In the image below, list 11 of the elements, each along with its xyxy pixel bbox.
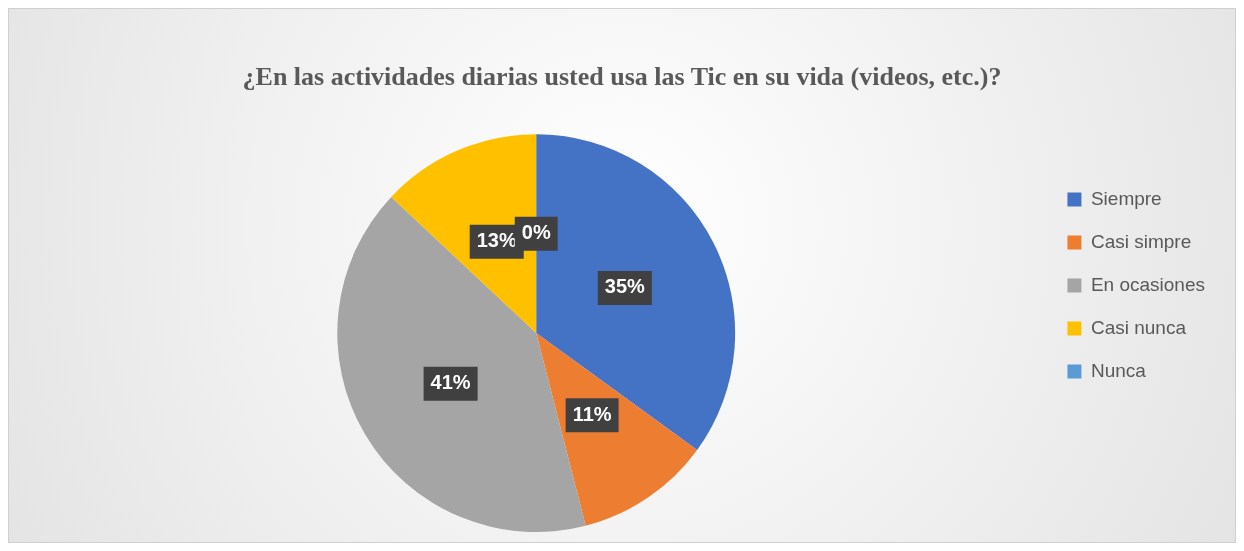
legend-label: Nunca — [1090, 359, 1147, 381]
legend-label: Casi nunca — [1090, 316, 1187, 338]
legend-label: En ocasiones — [1090, 273, 1205, 295]
legend-label: Siempre — [1090, 187, 1162, 209]
chart-title: ¿En las actividades diarias usted usa las Tic en su vida (videos, etc.)? — [242, 62, 1002, 92]
data-label: 41% — [430, 371, 471, 394]
data-label: 13% — [476, 229, 517, 252]
data-label: 35% — [604, 275, 646, 298]
data-label: 11% — [572, 402, 612, 425]
text: 0% — [521, 221, 551, 244]
legend-label: Casi simpre — [1090, 230, 1192, 252]
